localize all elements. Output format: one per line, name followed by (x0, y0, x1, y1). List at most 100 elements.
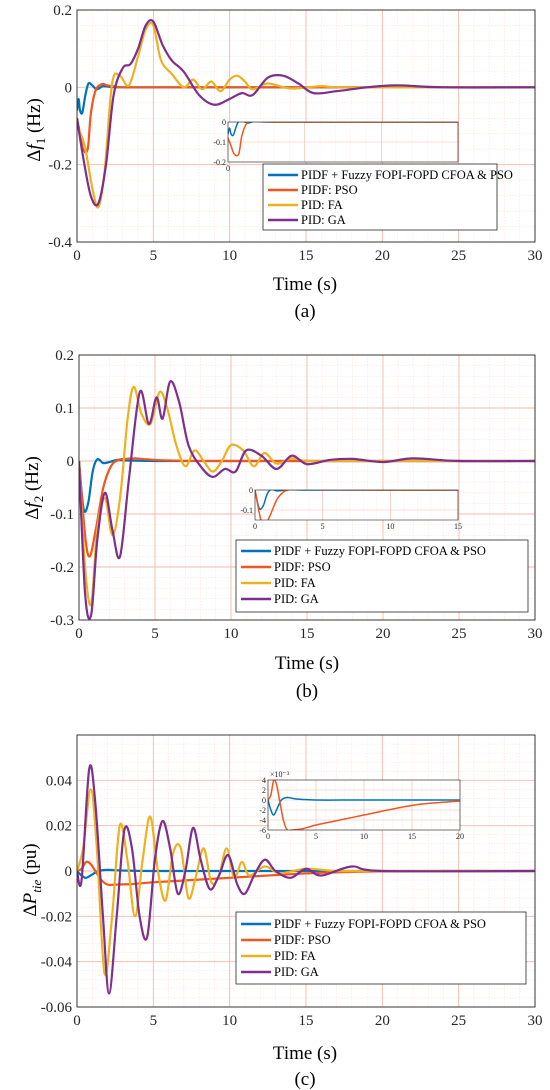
y-tick-label: -0.2 (50, 560, 74, 576)
panel-a-ylabel-sub: 1 (33, 138, 48, 145)
x-tick-label: 15 (299, 248, 314, 264)
x-tick-label: 15 (300, 626, 315, 642)
inset-y-tick-label: 0 (249, 486, 253, 495)
x-tick-label: 0 (75, 626, 83, 642)
panel-b-ylabel-sub: 2 (31, 496, 46, 503)
x-tick-label: 30 (528, 626, 543, 642)
x-tick-label: 25 (452, 626, 467, 642)
panel-a-legend-1: PIDF: PSO (301, 183, 358, 197)
x-tick-label: 30 (528, 1013, 543, 1029)
panel-b-legend-2: PID: FA (274, 576, 316, 590)
y-tick-label: 0.04 (46, 773, 73, 789)
panel-b-ylabel: Δf2 (Hz) (22, 456, 46, 520)
y-tick-label: 0.02 (46, 819, 72, 835)
series-line-3 (77, 19, 535, 207)
x-tick-label: 20 (375, 1013, 390, 1029)
inset-y-tick-label: 0 (262, 796, 266, 805)
inset-y-tick-label: 0 (222, 118, 226, 127)
series-line-3 (77, 764, 535, 995)
panel-a-legend-3: PID: GA (301, 213, 346, 227)
x-tick-label: 10 (224, 626, 239, 642)
x-tick-label: 30 (528, 248, 543, 264)
panel-a-label: (a) (294, 301, 315, 322)
panel-c-legend-0: PIDF + Fuzzy FOPI-FOPD CFOA & PSO (274, 917, 486, 931)
x-tick-label: 20 (375, 248, 390, 264)
panel-a-legend-0: PIDF + Fuzzy FOPI-FOPD CFOA & PSO (301, 168, 513, 182)
inset-y-tick-label: -0.1 (240, 506, 253, 515)
panel-c-ylabel-unit: (pu) (20, 843, 41, 879)
inset-x-tick-label: 0 (266, 832, 270, 841)
panel-c-ylabel-symbol: P (20, 892, 41, 905)
x-tick-label: 0 (73, 1013, 81, 1029)
panel-a: 0 5 10 15 20 25 300.20-0.2-0.4 Δf1 (Hz) Time (… (24, 3, 543, 322)
panel-a-ylabel-symbol: f (24, 142, 45, 150)
panel-b-label: (b) (296, 681, 318, 702)
series-line-1 (77, 82, 535, 154)
panel-a-ylabel: Δf1 (Hz) (24, 98, 48, 162)
inset-series-line-0 (268, 796, 460, 816)
inset-y-tick-label: -6 (259, 826, 266, 835)
y-tick-label: -0.4 (48, 235, 72, 251)
inset-y-tick-label: 4 (262, 776, 266, 785)
inset-series-line-0 (228, 122, 458, 137)
y-tick-label: -0.2 (48, 158, 72, 174)
inset-axes-box (254, 489, 459, 521)
inset-x-tick-label: 0 (226, 164, 230, 173)
panel-b-legend: PIDF + Fuzzy FOPI-FOPD CFOA & PSO PIDF: … (235, 539, 529, 613)
y-tick-label: 0.2 (55, 348, 74, 364)
panel-b-ylabel-symbol: f (22, 500, 43, 508)
x-tick-label: 20 (376, 626, 391, 642)
panel-c-xlabel: Time (s) (273, 1043, 337, 1064)
x-tick-label: 5 (150, 1013, 158, 1029)
inset-y-tick-label: -0.1 (213, 138, 226, 147)
x-tick-label: 10 (222, 248, 237, 264)
inset-x-tick-label: 5 (321, 522, 325, 531)
x-tick-label: 10 (222, 1013, 237, 1029)
inset-x-tick-label: 0 (253, 522, 257, 531)
panel-c-legend: PIDF + Fuzzy FOPI-FOPD CFOA & PSO PIDF: … (235, 911, 527, 985)
y-tick-label: 0 (67, 454, 75, 470)
inset-x-tick-label: 5 (314, 832, 318, 841)
inset-x-tick-label: 20 (456, 832, 464, 841)
panel-a-xlabel: Time (s) (273, 274, 337, 295)
panel-b-legend-3: PID: GA (274, 592, 319, 606)
axes-box (76, 734, 536, 1008)
x-tick-label: 25 (451, 1013, 466, 1029)
inset-x-tick-label: 10 (386, 522, 394, 531)
axes-box (76, 9, 536, 243)
panel-a-ylabel-unit: (Hz) (24, 98, 45, 138)
panel-c-legend-3: PID: GA (274, 965, 319, 979)
panel-b: 0 5 10 15 20 25 300.20.10-0.1-0.2-0.3 Δf2 (Hz)… (22, 348, 543, 702)
inset-y-tick-label: 2 (262, 786, 266, 795)
x-tick-label: 0 (73, 248, 81, 264)
panel-c-legend-2: PID: FA (274, 949, 316, 963)
y-tick-label: 0.2 (53, 3, 72, 19)
panel-b-ylabel-delta: Δ (22, 508, 43, 520)
panel-a-ylabel-delta: Δ (24, 150, 45, 162)
y-tick-label: -0.02 (41, 909, 72, 925)
panel-b-legend-1: PIDF: PSO (274, 560, 331, 574)
panel-c-ylabel-delta: Δ (20, 904, 41, 916)
inset-x-tick-label: 15 (408, 832, 416, 841)
x-tick-label: 5 (151, 626, 159, 642)
inset-axes-box (227, 121, 459, 163)
series-line-0 (77, 868, 535, 879)
series-line-1 (79, 457, 535, 558)
y-tick-label: -0.06 (41, 1000, 73, 1016)
inset-axes-box (267, 779, 461, 831)
series-line-3 (79, 380, 535, 620)
series-line-2 (77, 21, 535, 209)
panel-a-legend: PIDF + Fuzzy FOPI-FOPD CFOA & PSO PIDF: … (262, 163, 513, 231)
x-tick-label: 25 (451, 248, 466, 264)
y-tick-label: -0.04 (41, 955, 73, 971)
inset-exponent-label: ×10⁻³ (270, 770, 290, 779)
panel-b-legend-0: PIDF + Fuzzy FOPI-FOPD CFOA & PSO (274, 544, 486, 558)
panel-b-xlabel: Time (s) (275, 653, 339, 674)
y-tick-label: -0.1 (50, 507, 74, 523)
series-line-2 (77, 788, 535, 976)
inset-series-line-1 (228, 122, 458, 157)
panel-c-legend-1: PIDF: PSO (274, 933, 331, 947)
axes-box (78, 354, 536, 621)
